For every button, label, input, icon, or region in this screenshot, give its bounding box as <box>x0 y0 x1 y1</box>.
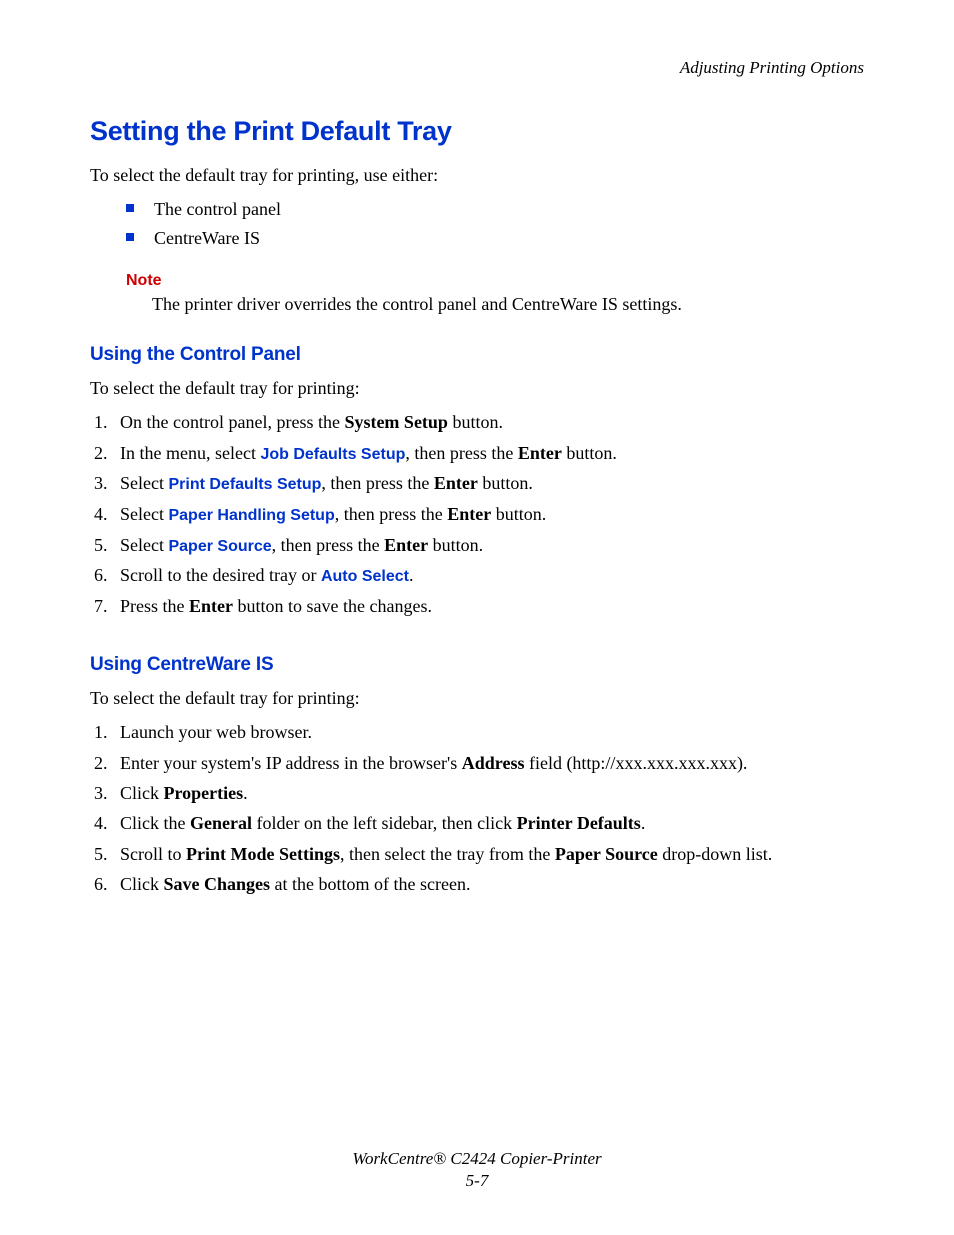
step-bold: Enter <box>447 504 491 524</box>
step-bold: Save Changes <box>164 874 271 894</box>
section-intro: To select the default tray for printing: <box>90 376 864 400</box>
step-text: at the bottom of the screen. <box>270 874 470 894</box>
step-bold: Paper Source <box>555 844 658 864</box>
step-text: Press the <box>120 596 189 616</box>
step-text: Select <box>120 504 168 524</box>
step-bold: Properties <box>164 783 244 803</box>
step-text: Select <box>120 535 168 555</box>
section-heading-control-panel: Using the Control Panel <box>90 344 864 366</box>
step-link[interactable]: Paper Handling Setup <box>168 507 334 524</box>
step-bold: Enter <box>189 596 233 616</box>
step-text: , then press the <box>335 504 447 524</box>
footer-page-number: 5-7 <box>0 1171 954 1191</box>
list-item: Scroll to the desired tray or Auto Selec… <box>112 563 864 588</box>
step-text: Enter your system's IP address in the br… <box>120 753 462 773</box>
list-item: Click Properties. <box>112 781 864 805</box>
step-text: Select <box>120 473 168 493</box>
bullet-item: CentreWare IS <box>126 226 864 250</box>
step-bold: General <box>190 813 252 833</box>
header-breadcrumb: Adjusting Printing Options <box>90 58 864 78</box>
step-text: . <box>409 565 414 585</box>
footer-product: WorkCentre® C2424 Copier-Printer <box>352 1149 601 1168</box>
step-link[interactable]: Print Defaults Setup <box>168 476 321 493</box>
step-bold: Enter <box>518 443 562 463</box>
step-bold: Printer Defaults <box>517 813 641 833</box>
step-text: drop-down list. <box>658 844 773 864</box>
step-text: , then press the <box>272 535 384 555</box>
section-heading-centreware: Using CentreWare IS <box>90 654 864 676</box>
step-bold: Enter <box>384 535 428 555</box>
list-item: Enter your system's IP address in the br… <box>112 751 864 775</box>
step-text: folder on the left sidebar, then click <box>252 813 517 833</box>
step-text: button. <box>491 504 546 524</box>
page-footer: WorkCentre® C2424 Copier-Printer 5-7 <box>0 1149 954 1191</box>
list-item: Scroll to Print Mode Settings, then sele… <box>112 842 864 866</box>
step-bold: Print Mode Settings <box>186 844 340 864</box>
list-item: In the menu, select Job Defaults Setup, … <box>112 441 864 466</box>
step-text: Click the <box>120 813 190 833</box>
step-bold: Address <box>462 753 525 773</box>
step-text: button. <box>478 473 533 493</box>
step-text: . <box>641 813 646 833</box>
list-item: Click Save Changes at the bottom of the … <box>112 872 864 896</box>
step-text: Click <box>120 874 164 894</box>
list-item: Press the Enter button to save the chang… <box>112 594 864 618</box>
step-text: Scroll to <box>120 844 186 864</box>
bullet-list: The control panel CentreWare IS <box>126 197 864 250</box>
step-text: On the control panel, press the <box>120 412 344 432</box>
note-label: Note <box>126 272 864 290</box>
step-link[interactable]: Job Defaults Setup <box>260 446 405 463</box>
step-link[interactable]: Auto Select <box>321 568 409 585</box>
list-item: Select Paper Source, then press the Ente… <box>112 533 864 558</box>
note-block: Note The printer driver overrides the co… <box>126 272 864 316</box>
step-text: , then press the <box>321 473 433 493</box>
step-text: Scroll to the desired tray or <box>120 565 321 585</box>
page-title: Setting the Print Default Tray <box>90 116 864 147</box>
centreware-steps: Launch your web browser. Enter your syst… <box>90 720 864 896</box>
step-text: button. <box>428 535 483 555</box>
step-link[interactable]: Paper Source <box>168 538 271 555</box>
list-item: Select Paper Handling Setup, then press … <box>112 502 864 527</box>
list-item: Select Print Defaults Setup, then press … <box>112 471 864 496</box>
step-text: button. <box>562 443 617 463</box>
step-text: In the menu, select <box>120 443 260 463</box>
step-text: . <box>243 783 248 803</box>
step-text: field (http://xxx.xxx.xxx.xxx). <box>524 753 747 773</box>
step-text: Click <box>120 783 164 803</box>
list-item: On the control panel, press the System S… <box>112 410 864 434</box>
step-bold: Enter <box>434 473 478 493</box>
list-item: Click the General folder on the left sid… <box>112 811 864 835</box>
bullet-item: The control panel <box>126 197 864 221</box>
step-text: button to save the changes. <box>233 596 432 616</box>
step-text: , then press the <box>405 443 517 463</box>
intro-text: To select the default tray for printing,… <box>90 163 864 187</box>
step-text: , then select the tray from the <box>340 844 555 864</box>
note-text: The printer driver overrides the control… <box>152 292 864 316</box>
section-intro: To select the default tray for printing: <box>90 686 864 710</box>
control-panel-steps: On the control panel, press the System S… <box>90 410 864 618</box>
step-bold: System Setup <box>344 412 448 432</box>
step-text: button. <box>448 412 503 432</box>
list-item: Launch your web browser. <box>112 720 864 744</box>
